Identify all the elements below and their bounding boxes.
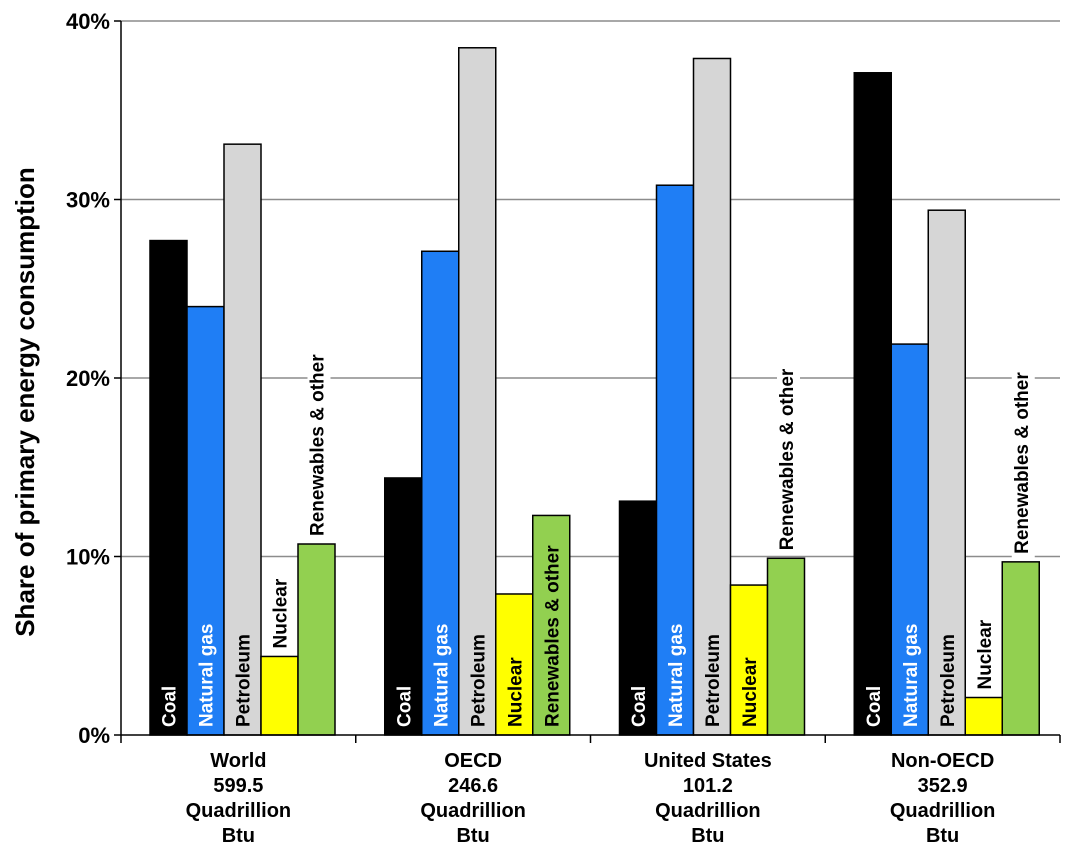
category-label: Btu [456, 825, 489, 847]
y-tick-label: 20% [66, 366, 110, 391]
category-label: Btu [926, 825, 959, 847]
bar [964, 696, 1003, 736]
category-label: United States [644, 750, 772, 772]
category-label: Quadrillion [186, 800, 292, 822]
category-label: 246.6 [448, 775, 498, 797]
bar-label: Natural gas [666, 624, 687, 727]
bar-label: Renewables & other [777, 368, 798, 550]
bar-label: Coal [864, 686, 885, 727]
y-tick-label: 30% [66, 188, 110, 213]
bar-label: Natural gas [431, 624, 452, 727]
axes-layer: 0% 10% 20% 30% 40% World 599.5 Quadrillion Btu OE… [66, 9, 1061, 847]
bar [853, 72, 892, 736]
bar [532, 514, 571, 736]
bar [766, 557, 806, 736]
bar [618, 500, 658, 736]
bar [186, 305, 225, 736]
bar-label: Natural gas [197, 624, 218, 727]
bar-label: Coal [160, 686, 181, 727]
bar-label: Natural gas [901, 624, 922, 727]
category-label: Quadrillion [890, 800, 996, 822]
bar [297, 543, 336, 736]
bar-label: Renewables & other [1012, 372, 1033, 554]
category-label: World [210, 750, 266, 772]
category-label: Quadrillion [655, 800, 761, 822]
category-label: 599.5 [213, 775, 263, 797]
y-tick-label: 40% [66, 9, 110, 34]
bar [458, 47, 497, 736]
category-label: OECD [444, 750, 502, 772]
bar-label-background [1011, 351, 1035, 558]
bar [692, 57, 732, 736]
bar-label: Nuclear [505, 657, 526, 727]
bar-label-background [777, 347, 800, 555]
category-label: 352.9 [918, 775, 968, 797]
y-tick-label: 10% [66, 545, 110, 570]
bar [1001, 561, 1040, 736]
bar-label: Coal [394, 686, 415, 727]
bar-label: Petroleum [703, 634, 724, 727]
category-label: 101.2 [683, 775, 733, 797]
bars-layer: Coal Natural gas Petroleum Nuclear Renewable… [149, 47, 1040, 736]
bar-label: Nuclear [975, 619, 996, 689]
bar-label-background [307, 333, 331, 541]
bar [655, 184, 695, 736]
category-label: Non-OECD [891, 750, 994, 772]
category-label: Btu [691, 825, 724, 847]
bar-label: Coal [629, 686, 650, 727]
bar-label-background [974, 608, 998, 694]
bar [149, 239, 188, 736]
bar [729, 584, 769, 736]
bar-label: Nuclear [740, 657, 761, 727]
bar-label-background [270, 567, 294, 653]
bar-label: Petroleum [938, 634, 959, 727]
category-label: Quadrillion [420, 800, 526, 822]
bar-label: Petroleum [234, 634, 255, 727]
y-tick-label: 0% [78, 723, 110, 748]
bar [927, 209, 966, 736]
bar-label: Renewables & other [542, 545, 563, 727]
bar-label: Nuclear [271, 578, 292, 648]
bar-label: Renewables & other [308, 354, 329, 536]
y-axis-label: Share of primary energy consumption [10, 167, 40, 637]
bar-label: Petroleum [468, 634, 489, 727]
bar [260, 655, 299, 736]
category-label: Btu [222, 825, 255, 847]
